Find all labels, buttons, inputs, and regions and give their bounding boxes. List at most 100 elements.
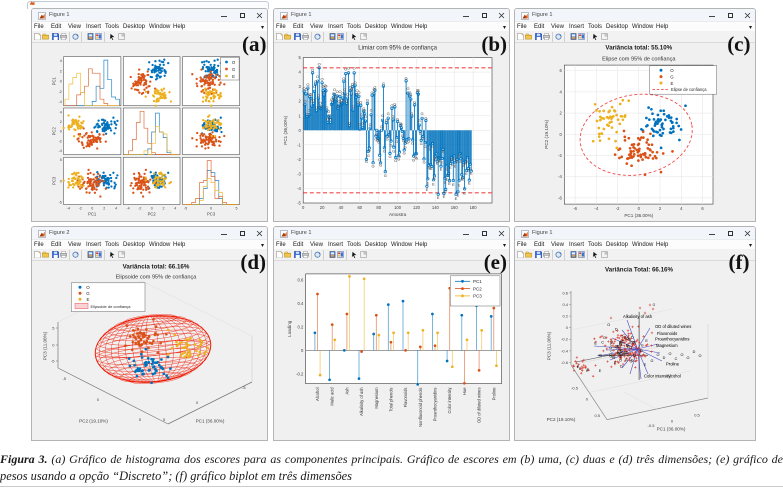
svg-text:O: O	[334, 96, 337, 101]
svg-text:D: D	[622, 352, 625, 356]
svg-text:E: E	[463, 191, 466, 196]
svg-text:O: O	[313, 84, 316, 89]
svg-text:O: O	[324, 84, 327, 89]
svg-text:O: O	[681, 353, 684, 357]
svg-text:G: G	[418, 118, 421, 123]
svg-text:PC3 (11.06%): PC3 (11.06%)	[547, 331, 552, 360]
svg-text:G: G	[372, 87, 375, 92]
svg-text:O: O	[320, 104, 323, 109]
svg-text:O: O	[339, 100, 342, 105]
svg-text:E: E	[446, 177, 449, 182]
svg-text:G: G	[641, 344, 644, 348]
svg-text:G: G	[391, 114, 394, 119]
svg-text:G: G	[367, 153, 370, 158]
svg-text:Variância total: 66.16%: Variância total: 66.16%	[123, 264, 190, 271]
svg-text:E: E	[454, 163, 457, 168]
svg-text:0: 0	[210, 207, 212, 211]
svg-text:140: 140	[432, 205, 440, 210]
svg-text:G: G	[670, 74, 674, 79]
svg-text:5: 5	[60, 158, 62, 162]
svg-text:G: G	[372, 163, 375, 168]
svg-text:O: O	[331, 98, 334, 103]
svg-text:-4: -4	[59, 100, 62, 104]
svg-text:G: G	[381, 113, 384, 118]
svg-text:OD of diluted wines: OD of diluted wines	[477, 387, 482, 423]
svg-text:G: G	[613, 355, 616, 359]
svg-text:G: G	[379, 162, 382, 167]
svg-text:4: 4	[115, 207, 117, 211]
svg-text:G: G	[362, 106, 365, 111]
svg-text:O: O	[326, 116, 329, 121]
svg-text:E: E	[453, 155, 456, 160]
svg-text:C: C	[619, 352, 622, 356]
svg-text:0.2: 0.2	[297, 324, 303, 329]
svg-text:O: O	[310, 99, 313, 104]
svg-text:O: O	[345, 99, 348, 104]
svg-text:O: O	[350, 87, 353, 92]
svg-text:PC3: PC3	[52, 176, 57, 185]
svg-text:O: O	[330, 97, 333, 102]
svg-text:Hue: Hue	[462, 387, 467, 395]
svg-text:Elipsoide de confiança: Elipsoide de confiança	[91, 304, 132, 309]
svg-text:0: 0	[301, 348, 304, 353]
svg-text:120: 120	[413, 205, 421, 210]
svg-text:4: 4	[174, 207, 176, 211]
svg-text:D: D	[631, 335, 634, 339]
svg-text:E: E	[452, 182, 455, 187]
svg-text:O: O	[338, 89, 341, 94]
svg-text:-5: -5	[297, 201, 301, 206]
svg-text:G: G	[421, 111, 424, 116]
svg-text:G: G	[628, 337, 631, 341]
svg-text:E: E	[645, 339, 648, 343]
svg-text:Ash: Ash	[344, 387, 349, 395]
svg-text:G: G	[408, 90, 411, 95]
svg-text:0.6: 0.6	[297, 278, 303, 283]
svg-text:O: O	[616, 345, 619, 349]
svg-text:G: G	[414, 155, 417, 160]
svg-text:E: E	[627, 352, 630, 356]
svg-text:PC1 (36.00%): PC1 (36.00%)	[657, 427, 686, 432]
svg-text:5: 5	[236, 207, 238, 211]
svg-text:-6: -6	[573, 206, 577, 211]
svg-text:E: E	[439, 158, 442, 163]
svg-text:E: E	[465, 171, 468, 176]
svg-text:E: E	[442, 149, 445, 154]
svg-text:O: O	[627, 344, 630, 348]
svg-text:E: E	[444, 189, 447, 194]
svg-text:O: O	[610, 340, 613, 344]
svg-text:E: E	[464, 161, 467, 166]
svg-text:D: D	[633, 354, 636, 358]
svg-text:G: G	[405, 140, 408, 145]
svg-text:E: E	[579, 367, 582, 371]
svg-text:G: G	[417, 88, 420, 93]
svg-text:E: E	[433, 175, 436, 180]
svg-text:G: G	[361, 121, 364, 126]
svg-text:G: G	[625, 351, 628, 355]
svg-text:-5: -5	[51, 359, 55, 364]
svg-text:0: 0	[60, 80, 62, 84]
svg-text:D: D	[615, 344, 618, 348]
svg-text:C: C	[609, 353, 612, 357]
svg-text:O: O	[315, 105, 318, 110]
svg-text:Variância total: 55.10%: Variância total: 55.10%	[605, 45, 672, 52]
svg-text:0: 0	[566, 325, 569, 330]
svg-text:O: O	[609, 346, 612, 350]
svg-text:G: G	[374, 137, 377, 142]
svg-text:D: D	[620, 365, 623, 369]
svg-text:O: O	[322, 90, 325, 95]
svg-text:C: C	[626, 343, 629, 347]
svg-text:OD of diluted wines: OD of diluted wines	[655, 324, 691, 329]
svg-text:60: 60	[357, 205, 362, 210]
svg-text:D: D	[629, 346, 632, 350]
svg-text:Elipse de confiança: Elipse de confiança	[671, 87, 707, 92]
svg-text:O: O	[303, 86, 306, 91]
svg-text:G: G	[232, 67, 236, 72]
svg-text:G: G	[620, 352, 623, 356]
svg-text:-0.2: -0.2	[561, 337, 569, 342]
svg-text:PC1: PC1	[88, 212, 97, 217]
svg-text:G: G	[405, 76, 408, 81]
svg-text:0.5: 0.5	[594, 413, 600, 418]
svg-text:O: O	[355, 88, 358, 93]
svg-text:Proline: Proline	[491, 387, 496, 400]
svg-text:PC2 (19.10%): PC2 (19.10%)	[79, 419, 108, 424]
